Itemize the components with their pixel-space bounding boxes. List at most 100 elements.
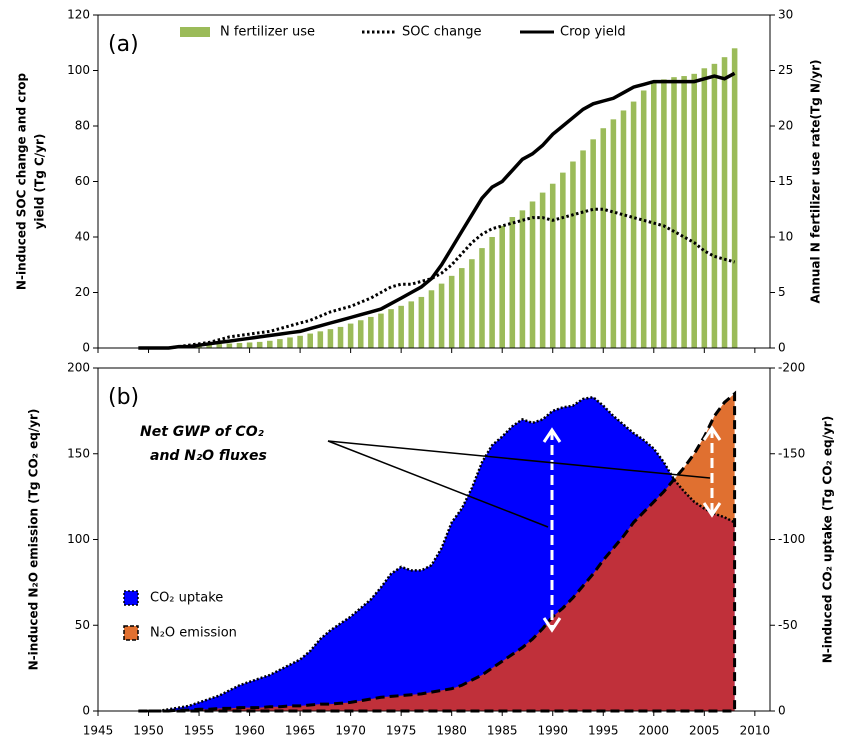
line-dotted: [138, 207, 736, 350]
y-tick-label: 100: [67, 63, 90, 77]
x-tick-label: 1985: [487, 724, 518, 738]
y-tick-label: 0: [82, 341, 90, 355]
bar: [418, 296, 425, 348]
x-tick-label: 2005: [689, 724, 720, 738]
y2-tick-label: -50: [778, 618, 798, 632]
legend-swatch: [123, 625, 139, 641]
line-solid: [138, 71, 736, 350]
bar: [256, 341, 263, 348]
pointer: [327, 440, 549, 528]
bar: [671, 77, 677, 348]
bar: [721, 57, 728, 349]
bar: [398, 305, 404, 348]
y-tick-label: 0: [82, 704, 90, 718]
y2-tick-label: 0: [778, 341, 786, 355]
emission-outline: [138, 390, 737, 713]
bar: [620, 110, 627, 349]
bar: [661, 79, 667, 348]
x-tick-label: 2000: [639, 724, 670, 738]
bar: [509, 217, 516, 348]
bar: [549, 183, 556, 348]
bar: [691, 73, 697, 348]
y-axis-label: N-induced N₂O emission (Tg CO₂ eq/yr): [27, 409, 41, 671]
bar: [651, 81, 657, 348]
bar: [216, 344, 223, 348]
panel-tag: (b): [108, 385, 139, 410]
y-tick-label: 120: [67, 8, 90, 22]
bar: [368, 316, 374, 348]
bar: [347, 323, 354, 348]
y2-tick-label: -200: [778, 361, 805, 375]
annotation: Net GWP of CO₂: [140, 424, 265, 440]
x-tick-label: 1975: [386, 724, 417, 738]
bar: [610, 119, 617, 348]
bar: [560, 172, 566, 348]
bar: [327, 329, 334, 348]
annotation: and N₂O fluxes: [150, 448, 267, 464]
bar: [489, 237, 495, 348]
y-tick-label: 50: [75, 618, 90, 632]
arrow-head: [702, 502, 722, 518]
y2-tick-label: 5: [778, 285, 786, 299]
y2-axis-label: Annual N fertilizer use rate(Tg N/yr): [809, 59, 823, 303]
bar: [277, 339, 283, 348]
bar: [408, 301, 415, 348]
bar: [267, 340, 273, 348]
y2-tick-label: -100: [778, 532, 805, 546]
bar: [246, 342, 253, 348]
y-tick-label: 80: [75, 119, 90, 133]
legend-label: N₂O emission: [150, 626, 237, 641]
x-tick-label: 1960: [234, 724, 265, 738]
bar: [529, 201, 536, 348]
y2-tick-label: -150: [778, 446, 805, 460]
bar: [236, 343, 243, 348]
bar: [580, 150, 586, 348]
x-tick-label: 1950: [133, 724, 164, 738]
bar: [711, 63, 718, 349]
y-tick-label: 100: [67, 532, 90, 546]
y2-tick-label: 30: [778, 8, 793, 22]
y2-tick-label: 20: [778, 119, 793, 133]
bar: [539, 192, 546, 348]
arrow-head: [702, 425, 722, 441]
y2-tick-label: 0: [778, 704, 786, 718]
bar: [630, 101, 637, 348]
bar: [307, 333, 313, 348]
bar: [337, 326, 344, 348]
bar: [357, 320, 364, 348]
bar: [317, 331, 324, 348]
bar: [438, 283, 445, 348]
legend-label: N fertilizer use: [220, 25, 315, 40]
y-tick-label: 150: [67, 446, 90, 460]
y2-tick-label: 15: [778, 174, 793, 188]
bar: [287, 337, 293, 348]
plot-frame: [97, 367, 771, 712]
x-tick-label: 1955: [184, 724, 215, 738]
x-tick-label: 1995: [588, 724, 619, 738]
bar: [519, 210, 526, 348]
plot-frame: [97, 14, 771, 349]
bar: [297, 335, 303, 348]
bar: [731, 48, 738, 349]
y-tick-label: 60: [75, 174, 90, 188]
bar: [590, 139, 596, 348]
x-tick-label: 1945: [83, 724, 114, 738]
legend-label: Crop yield: [560, 25, 626, 40]
arrow-head: [542, 617, 562, 633]
x-tick-label: 1965: [285, 724, 316, 738]
y-tick-label: 40: [75, 230, 90, 244]
arrow-head: [542, 427, 562, 443]
bar: [499, 225, 505, 348]
y-tick-label: 20: [75, 285, 90, 299]
bar: [378, 313, 384, 348]
bar: [448, 275, 455, 348]
y2-axis-label: N-induced CO₂ uptake (Tg CO₂ eq/yr): [821, 416, 835, 663]
x-tick-label: 1970: [335, 724, 366, 738]
legend-swatch: [123, 590, 139, 606]
bar: [459, 268, 465, 348]
y-axis-label: N-induced SOC change and crop: [15, 73, 29, 291]
legend-label: CO₂ uptake: [150, 591, 223, 606]
bar: [226, 343, 233, 348]
bar: [600, 128, 607, 348]
